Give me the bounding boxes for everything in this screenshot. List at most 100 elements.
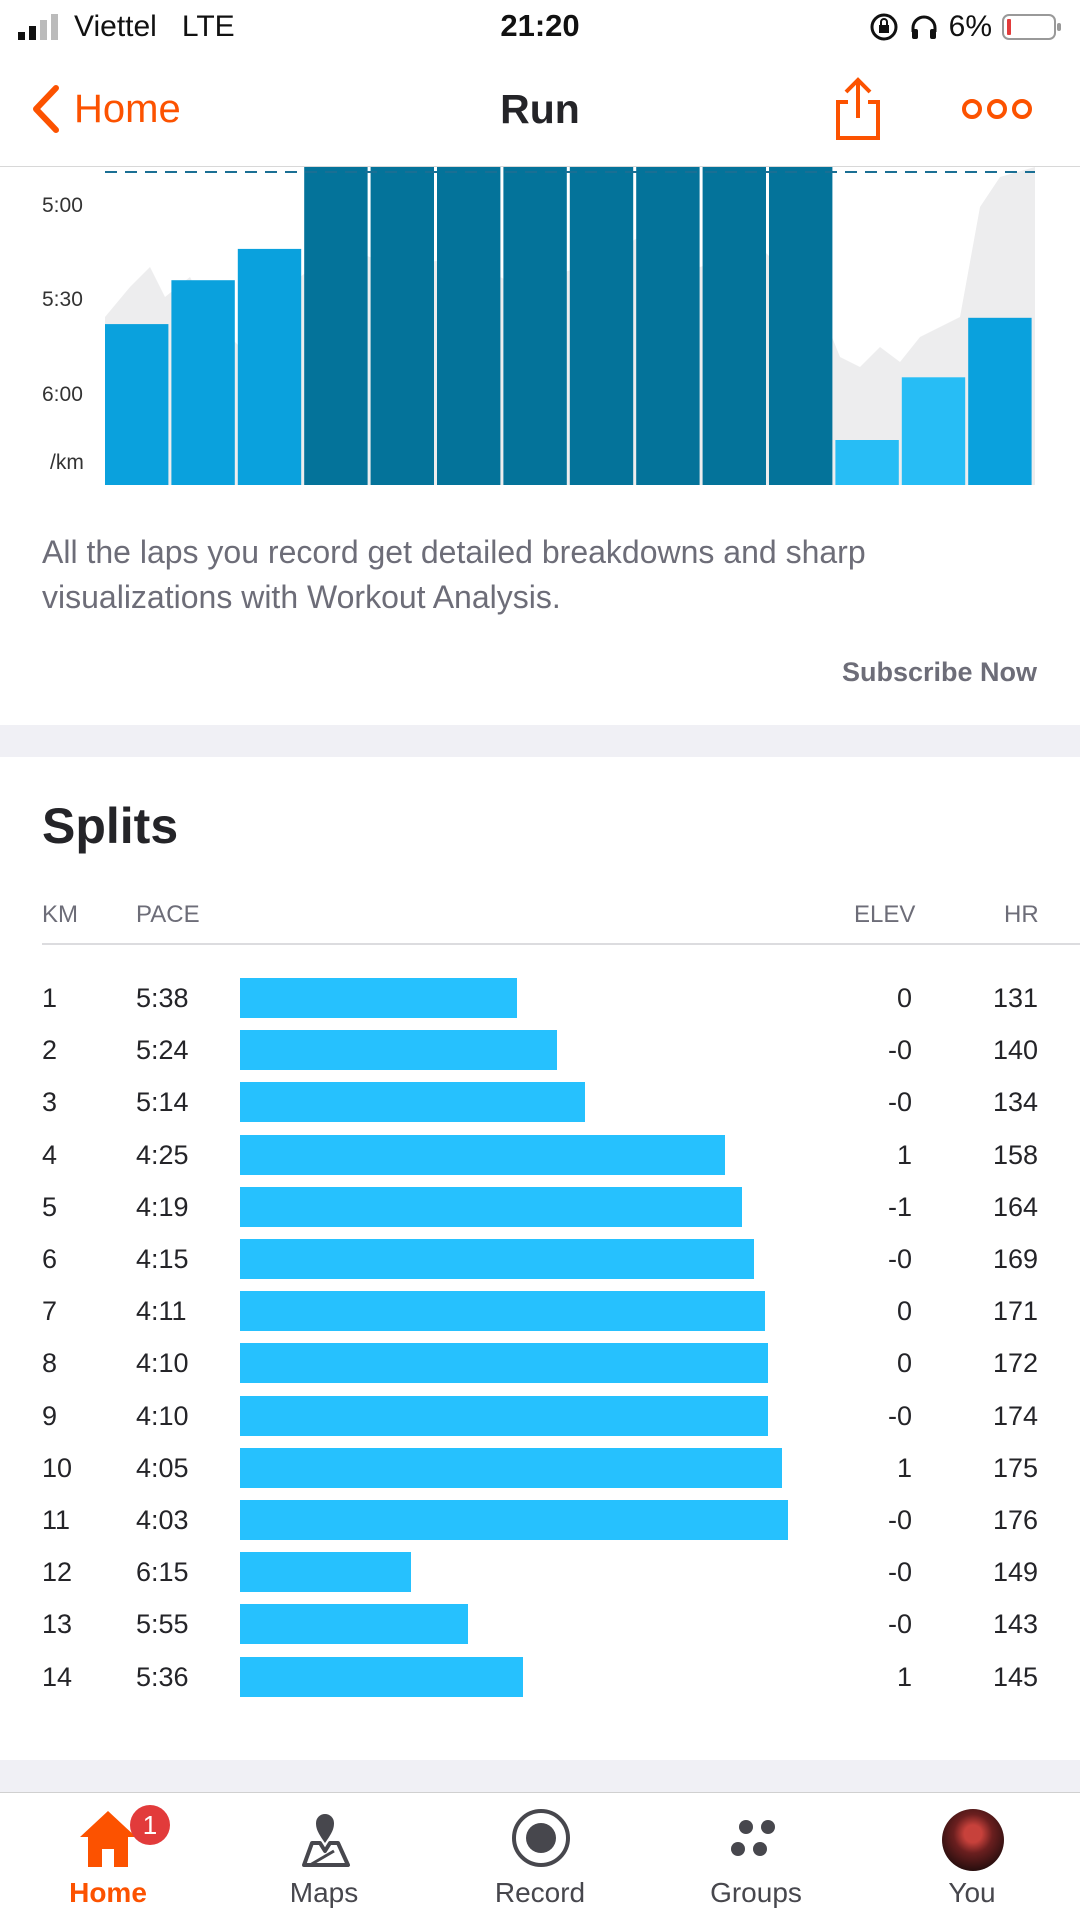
split-km: 5	[42, 1191, 58, 1222]
split-row: 5 4:19 -1 164	[0, 1181, 1080, 1233]
split-elev: -0	[887, 1035, 912, 1066]
col-header-elev: ELEV	[854, 901, 916, 928]
split-km: 12	[42, 1557, 73, 1588]
y-tick-label: 5:00	[42, 194, 83, 217]
notification-badge: 1	[130, 1805, 170, 1845]
tab-you[interactable]: You	[864, 1793, 1080, 1921]
y-axis-unit: /km	[50, 451, 84, 474]
split-pace-bar	[240, 978, 517, 1018]
tab-maps[interactable]: Maps	[216, 1793, 432, 1921]
split-row: 13 5:55 -0 143	[0, 1598, 1080, 1650]
pace-bar	[437, 167, 501, 485]
split-km: 1	[42, 983, 58, 1013]
chevron-left-icon	[33, 85, 59, 133]
split-row: 3 5:14 -0 134	[0, 1076, 1080, 1128]
pace-bar	[968, 317, 1032, 485]
pace-bar	[503, 167, 567, 485]
split-elev: 1	[896, 1661, 912, 1692]
split-km: 3	[42, 1087, 58, 1118]
y-tick-label: 5:30	[42, 288, 83, 311]
avatar	[942, 1809, 1004, 1871]
pace-bar	[636, 167, 700, 485]
pace-chart: 5:00 5:30 6:00 /km	[0, 167, 1080, 497]
split-elev: -0	[887, 1400, 912, 1431]
pace-bar	[105, 324, 169, 485]
home-icon	[80, 1811, 136, 1867]
groups-icon	[731, 1820, 775, 1856]
split-hr: 143	[992, 1609, 1038, 1640]
tab-home[interactable]: 1 Home	[0, 1793, 216, 1921]
subscribe-button[interactable]: Subscribe Now	[841, 657, 1037, 687]
back-label: Home	[74, 86, 181, 131]
split-row: 2 5:24 -0 140	[0, 1024, 1080, 1076]
signal-icon	[18, 14, 58, 40]
split-elev: 1	[896, 1139, 912, 1170]
split-hr: 149	[992, 1557, 1038, 1588]
split-pace: 4:10	[136, 1400, 189, 1431]
split-row: 14 5:36 1 145	[0, 1651, 1080, 1703]
orientation-lock-icon	[870, 13, 898, 41]
split-hr: 174	[992, 1400, 1038, 1431]
back-button[interactable]: Home	[30, 84, 181, 134]
share-icon[interactable]	[832, 76, 884, 142]
split-row: 9 4:10 -0 174	[0, 1390, 1080, 1442]
split-row: 6 4:15 -0 169	[0, 1233, 1080, 1285]
tab-label: Maps	[289, 1877, 359, 1908]
pace-chart-svg: 5:00 5:30 6:00 /km	[42, 167, 1035, 485]
split-pace-bar	[240, 1186, 742, 1227]
split-hr: 171	[992, 1296, 1038, 1327]
split-elev: -1	[887, 1191, 912, 1222]
split-elev: -0	[887, 1609, 912, 1640]
y-tick-label: 6:00	[42, 383, 83, 406]
tab-label: Record	[494, 1877, 586, 1908]
page-title: Run	[500, 86, 580, 132]
split-elev: 0	[896, 1296, 912, 1327]
split-pace-bar	[240, 1343, 768, 1384]
tab-bar: 1 Home Maps Record Groups You	[0, 1792, 1080, 1921]
split-km: 9	[42, 1400, 58, 1431]
split-elev: -0	[887, 1087, 912, 1118]
pace-bar	[304, 167, 368, 485]
col-header-hr: HR	[1004, 901, 1039, 928]
section-divider	[0, 725, 1080, 757]
split-pace-bar	[240, 1500, 788, 1540]
promo-text: All the laps you record get detailed bre…	[42, 534, 866, 615]
split-pace-bar	[240, 1447, 782, 1488]
split-pace: 4:03	[136, 1505, 189, 1535]
split-km: 4	[42, 1139, 58, 1170]
split-hr: 145	[992, 1661, 1038, 1692]
pace-bar	[370, 167, 434, 485]
split-pace-bar	[240, 1082, 585, 1123]
split-hr: 140	[992, 1035, 1038, 1066]
split-km: 13	[42, 1609, 73, 1640]
col-header-km: KM	[42, 901, 78, 928]
tab-label: Groups	[710, 1877, 802, 1908]
battery-percent: 6%	[948, 10, 992, 43]
split-pace: 5:36	[136, 1661, 189, 1692]
split-pace: 5:24	[136, 1035, 189, 1066]
tab-groups[interactable]: Groups	[648, 1793, 864, 1921]
split-km: 8	[42, 1348, 58, 1379]
split-row: 8 4:10 0 172	[0, 1337, 1080, 1389]
split-row: 7 4:11 0 171	[0, 1285, 1080, 1337]
split-pace: 4:11	[136, 1296, 187, 1327]
pace-bar	[237, 248, 302, 485]
carrier-info: Viettel LTE	[74, 10, 235, 44]
col-header-pace: PACE	[136, 901, 200, 928]
pace-bar	[702, 167, 766, 485]
tab-record[interactable]: Record	[432, 1793, 648, 1921]
more-icon[interactable]	[962, 96, 1032, 122]
split-hr: 134	[992, 1087, 1038, 1118]
split-elev: -0	[887, 1244, 912, 1274]
pace-bar	[769, 167, 833, 485]
split-pace: 5:55	[136, 1609, 189, 1640]
nav-bar: Home Run	[0, 56, 1080, 167]
status-time: 21:20	[500, 8, 580, 43]
split-pace: 4:25	[136, 1139, 189, 1170]
split-pace: 4:15	[136, 1244, 189, 1274]
split-pace-bar	[240, 1030, 557, 1071]
pace-bar	[171, 280, 235, 485]
split-hr: 175	[992, 1452, 1038, 1483]
split-elev: -0	[887, 1505, 912, 1535]
status-bar: Viettel LTE 21:20 6%	[0, 0, 1080, 56]
